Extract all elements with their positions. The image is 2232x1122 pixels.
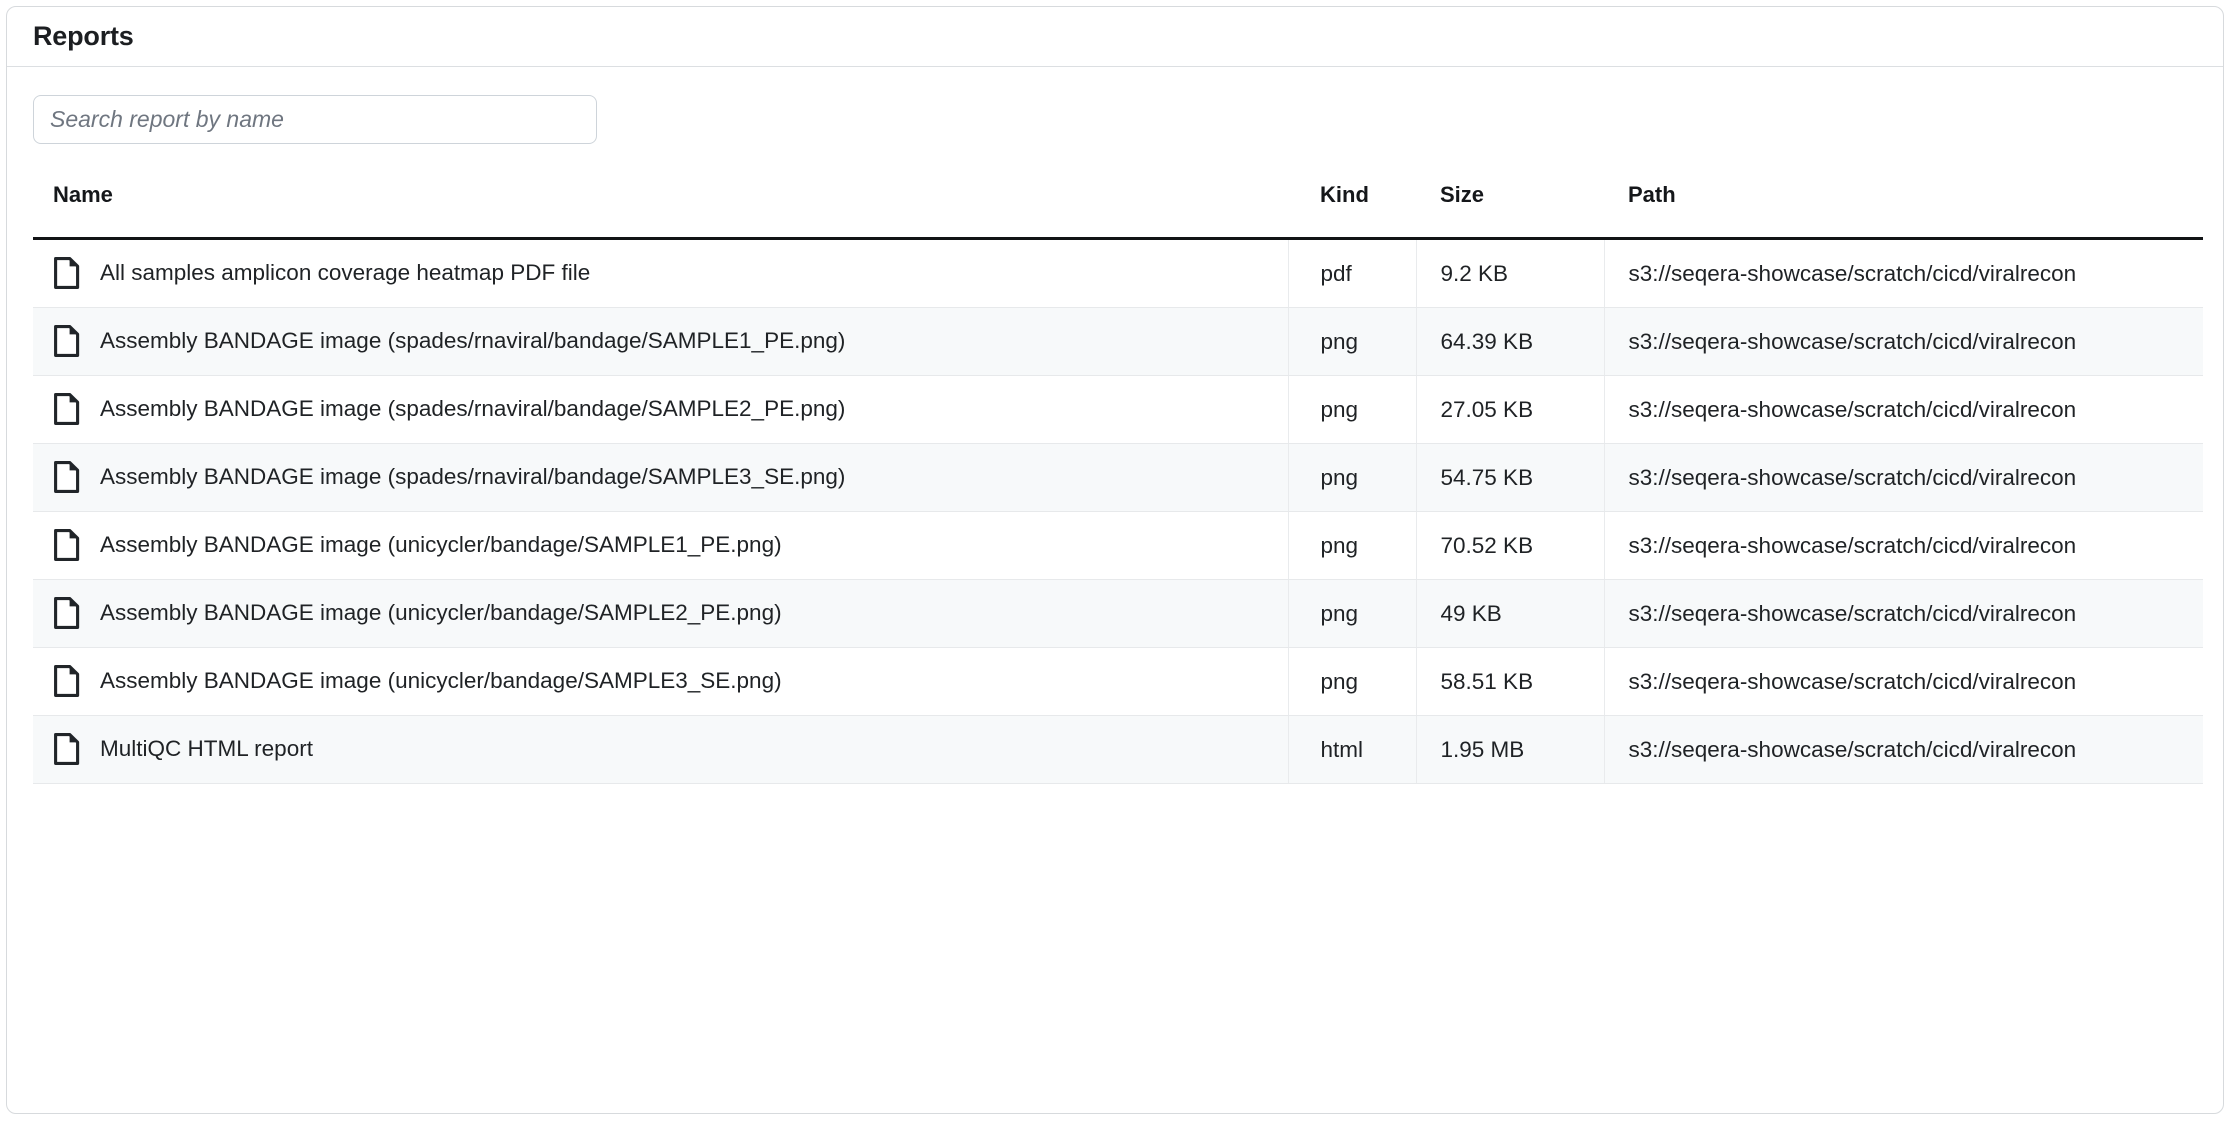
cell-path: s3://seqera-showcase/scratch/cicd/viralr…: [1604, 307, 2203, 376]
cell-name[interactable]: MultiQC HTML report: [33, 715, 1289, 784]
report-path: s3://seqera-showcase/scratch/cicd/viralr…: [1628, 668, 2077, 694]
cell-path: s3://seqera-showcase/scratch/cicd/viralr…: [1604, 579, 2203, 648]
cell-size: 58.51 KB: [1416, 647, 1605, 716]
report-size: 49 KB: [1440, 600, 1502, 626]
cell-size: 27.05 KB: [1416, 375, 1605, 444]
file-icon: [54, 393, 80, 425]
cell-path: s3://seqera-showcase/scratch/cicd/viralr…: [1604, 647, 2203, 716]
cell-size: 9.2 KB: [1416, 238, 1605, 308]
search-input[interactable]: [33, 95, 597, 144]
cell-path: s3://seqera-showcase/scratch/cicd/viralr…: [1604, 443, 2203, 512]
table-row[interactable]: All samples amplicon coverage heatmap PD…: [33, 238, 2203, 308]
cell-kind: png: [1288, 511, 1417, 580]
table-row[interactable]: Assembly BANDAGE image (spades/rnaviral/…: [33, 307, 2203, 376]
report-size: 58.51 KB: [1440, 668, 1534, 694]
cell-path: s3://seqera-showcase/scratch/cicd/viralr…: [1604, 511, 2203, 580]
cell-kind: png: [1288, 647, 1417, 716]
cell-name[interactable]: Assembly BANDAGE image (spades/rnaviral/…: [33, 443, 1289, 512]
cell-path: s3://seqera-showcase/scratch/cicd/viralr…: [1604, 715, 2203, 784]
table-row[interactable]: Assembly BANDAGE image (spades/rnaviral/…: [33, 443, 2203, 512]
column-header-kind[interactable]: Kind: [1288, 182, 1416, 240]
report-path: s3://seqera-showcase/scratch/cicd/viralr…: [1628, 464, 2077, 490]
reports-table: Name Kind Size Path All samples amplicon…: [33, 182, 2203, 784]
cell-path: s3://seqera-showcase/scratch/cicd/viralr…: [1604, 375, 2203, 444]
report-path: s3://seqera-showcase/scratch/cicd/viralr…: [1628, 736, 2077, 762]
report-kind: png: [1320, 396, 1359, 422]
cell-name[interactable]: Assembly BANDAGE image (spades/rnaviral/…: [33, 375, 1289, 444]
table-row[interactable]: MultiQC HTML report html 1.95 MB s3://se…: [33, 715, 2203, 784]
table-row[interactable]: Assembly BANDAGE image (spades/rnaviral/…: [33, 375, 2203, 444]
report-name: Assembly BANDAGE image (unicycler/bandag…: [100, 668, 782, 694]
report-path: s3://seqera-showcase/scratch/cicd/viralr…: [1628, 328, 2077, 354]
table-header: Name Kind Size Path: [33, 182, 2203, 240]
cell-size: 54.75 KB: [1416, 443, 1605, 512]
file-icon: [54, 461, 80, 493]
report-path: s3://seqera-showcase/scratch/cicd/viralr…: [1628, 260, 2077, 286]
cell-kind: png: [1288, 307, 1417, 376]
report-kind: pdf: [1320, 260, 1352, 286]
cell-size: 1.95 MB: [1416, 715, 1605, 784]
file-icon: [54, 529, 80, 561]
column-header-size[interactable]: Size: [1416, 182, 1604, 240]
cell-path: s3://seqera-showcase/scratch/cicd/viralr…: [1604, 238, 2203, 308]
report-size: 70.52 KB: [1440, 532, 1534, 558]
file-icon: [54, 733, 80, 765]
table-row[interactable]: Assembly BANDAGE image (unicycler/bandag…: [33, 579, 2203, 648]
cell-size: 49 KB: [1416, 579, 1605, 648]
cell-size: 64.39 KB: [1416, 307, 1605, 376]
report-name: MultiQC HTML report: [100, 736, 313, 762]
cell-name[interactable]: Assembly BANDAGE image (unicycler/bandag…: [33, 647, 1289, 716]
cell-name[interactable]: All samples amplicon coverage heatmap PD…: [33, 238, 1289, 308]
column-header-name[interactable]: Name: [33, 182, 1288, 240]
page-title: Reports: [33, 21, 134, 51]
report-path: s3://seqera-showcase/scratch/cicd/viralr…: [1628, 396, 2077, 422]
report-kind: png: [1320, 532, 1359, 558]
report-name: Assembly BANDAGE image (spades/rnaviral/…: [100, 328, 846, 354]
report-kind: png: [1320, 464, 1359, 490]
report-size: 27.05 KB: [1440, 396, 1534, 422]
file-icon: [54, 665, 80, 697]
report-kind: png: [1320, 600, 1359, 626]
file-icon: [54, 257, 80, 289]
card-header: Reports: [7, 7, 2223, 67]
file-icon: [54, 325, 80, 357]
cell-kind: png: [1288, 375, 1417, 444]
search-field-wrapper: [33, 95, 597, 144]
cell-kind: png: [1288, 579, 1417, 648]
table-row[interactable]: Assembly BANDAGE image (unicycler/bandag…: [33, 511, 2203, 580]
column-header-path[interactable]: Path: [1604, 182, 2203, 240]
report-name: Assembly BANDAGE image (unicycler/bandag…: [100, 532, 782, 558]
cell-kind: pdf: [1288, 238, 1417, 308]
reports-table-scroll-region[interactable]: Name Kind Size Path All samples amplicon…: [33, 182, 2203, 962]
file-icon: [54, 597, 80, 629]
cell-kind: html: [1288, 715, 1417, 784]
table-row[interactable]: Assembly BANDAGE image (unicycler/bandag…: [33, 647, 2203, 716]
report-kind: html: [1320, 736, 1364, 762]
report-kind: png: [1320, 328, 1359, 354]
cell-size: 70.52 KB: [1416, 511, 1605, 580]
report-name: Assembly BANDAGE image (unicycler/bandag…: [100, 600, 782, 626]
table-header-row: Name Kind Size Path: [33, 182, 2203, 240]
report-name: Assembly BANDAGE image (spades/rnaviral/…: [100, 464, 846, 490]
report-kind: png: [1320, 668, 1359, 694]
cell-name[interactable]: Assembly BANDAGE image (unicycler/bandag…: [33, 579, 1289, 648]
card-body: Name Kind Size Path All samples amplicon…: [7, 67, 2223, 1113]
report-size: 9.2 KB: [1440, 260, 1509, 286]
report-path: s3://seqera-showcase/scratch/cicd/viralr…: [1628, 532, 2077, 558]
report-name: Assembly BANDAGE image (spades/rnaviral/…: [100, 396, 846, 422]
report-path: s3://seqera-showcase/scratch/cicd/viralr…: [1628, 600, 2077, 626]
table-body: All samples amplicon coverage heatmap PD…: [33, 238, 2203, 784]
reports-card: Reports Name Kind: [6, 6, 2224, 1114]
report-size: 1.95 MB: [1440, 736, 1525, 762]
cell-name[interactable]: Assembly BANDAGE image (unicycler/bandag…: [33, 511, 1289, 580]
cell-kind: png: [1288, 443, 1417, 512]
report-size: 64.39 KB: [1440, 328, 1534, 354]
cell-name[interactable]: Assembly BANDAGE image (spades/rnaviral/…: [33, 307, 1289, 376]
report-name: All samples amplicon coverage heatmap PD…: [100, 260, 591, 286]
report-size: 54.75 KB: [1440, 464, 1534, 490]
